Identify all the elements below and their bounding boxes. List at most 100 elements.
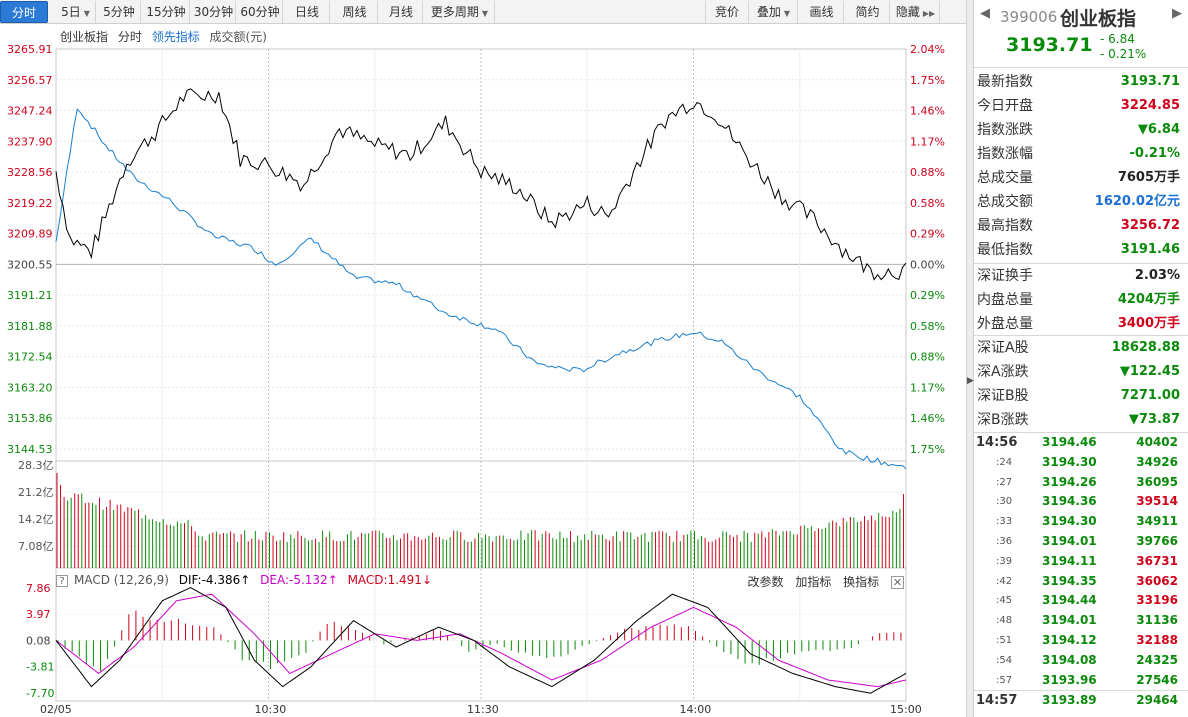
- stat-value: 3191.46: [1120, 242, 1180, 257]
- stat-value: 7271.00: [1120, 388, 1180, 403]
- macd-title: MACD (12,26,9): [74, 573, 169, 587]
- add-indicator-button[interactable]: 加指标: [795, 575, 832, 589]
- price-tick-label: 3247.24: [7, 105, 53, 118]
- tick-price: 3193.96: [1042, 672, 1097, 687]
- toolbar-right-label: 叠加: [756, 5, 781, 19]
- switch-indicator-button[interactable]: 换指标: [843, 575, 880, 589]
- tick-row: :24 3194.30 34926: [974, 453, 1188, 473]
- macd-tick-label: -3.81: [26, 661, 54, 674]
- tick-time: :30: [996, 496, 1013, 508]
- chart-legend: 创业板指 分时 领先指标 成交额(元): [60, 28, 273, 44]
- period-tab-6[interactable]: 日线: [285, 1, 330, 23]
- prev-arrow-icon[interactable]: ◀: [980, 6, 990, 21]
- tick-time: 14:56: [976, 435, 1018, 450]
- index-name: 创业板指: [1060, 8, 1137, 30]
- pct-tick-label: 0.29%: [910, 228, 945, 241]
- tick-row: :48 3194.01 31136: [974, 611, 1188, 631]
- collapse-arrow-icon[interactable]: ▶: [967, 376, 974, 386]
- period-tab-1[interactable]: 5日 ▼: [56, 1, 96, 23]
- toolbar-right-3[interactable]: 简约: [846, 1, 890, 23]
- tick-price: 3194.12: [1042, 632, 1097, 647]
- dropdown-caret-icon: ▼: [783, 9, 791, 18]
- period-tab-0[interactable]: 分时: [0, 1, 48, 23]
- stat-value: 18628.88: [1111, 340, 1180, 355]
- tick-price: 3193.89: [1042, 693, 1097, 708]
- price-tick-label: 3228.56: [7, 166, 53, 179]
- stat-label: 最新指数: [977, 74, 1033, 90]
- period-tab-label: 周线: [342, 5, 367, 19]
- toolbar-right-0[interactable]: 竞价: [705, 1, 749, 23]
- chart-area[interactable]: 3265.91 2.04% 3256.57 1.75% 3247.24 1.46% 3237…: [0, 25, 966, 717]
- toolbar-right-4[interactable]: 隐藏 ▶▶: [892, 1, 940, 23]
- index-code: 399006: [1000, 8, 1058, 26]
- tick-list[interactable]: 14:56 3194.46 40402 :24 3194.30 34926 :27 3194.…: [974, 432, 1188, 710]
- period-tab-label: 月线: [388, 5, 413, 19]
- pct-tick-label: 2.04%: [910, 43, 945, 56]
- time-tick-label: 15:00: [890, 703, 922, 716]
- next-arrow-icon[interactable]: ▶: [1172, 6, 1182, 21]
- period-tab-7[interactable]: 周线: [332, 1, 378, 23]
- tick-price: 3194.30: [1042, 454, 1097, 469]
- tick-row: :51 3194.12 32188: [974, 631, 1188, 651]
- tick-row: :36 3194.01 39766: [974, 532, 1188, 552]
- tick-price: 3194.44: [1042, 593, 1097, 608]
- tick-price: 3194.01: [1042, 613, 1097, 628]
- tick-row: :45 3194.44 33196: [974, 591, 1188, 611]
- stat-label: 深证换手: [977, 268, 1033, 284]
- legend-lead-indicator[interactable]: 领先指标: [151, 30, 200, 44]
- tick-time: :39: [996, 555, 1013, 567]
- pct-tick-label: 1.75%: [910, 74, 945, 87]
- stat-value: 1620.02亿元: [1094, 194, 1180, 209]
- stat-label: 最低指数: [977, 242, 1033, 258]
- toolbar-right-1[interactable]: 叠加 ▼: [750, 1, 798, 23]
- toolbar-right-label: 画线: [809, 5, 834, 19]
- period-tab-3[interactable]: 15分钟: [143, 1, 190, 23]
- pct-tick-label: 0.58%: [910, 197, 945, 210]
- stat-label: 指数涨幅: [977, 146, 1033, 162]
- price-line: [55, 88, 907, 281]
- time-tick-label: 10:30: [255, 703, 287, 716]
- tick-row: :33 3194.30 34911: [974, 512, 1188, 532]
- period-tab-9[interactable]: 更多周期 ▼: [425, 1, 495, 23]
- toolbar-right-label: 隐藏: [895, 5, 920, 19]
- period-tab-5[interactable]: 60分钟: [238, 1, 283, 23]
- volume-tick-label: 14.2亿: [18, 513, 54, 526]
- tick-time: :51: [996, 634, 1013, 646]
- stat-value: -0.21%: [1129, 146, 1181, 161]
- tick-row: :30 3194.36 39514: [974, 492, 1188, 512]
- price-tick-label: 3144.53: [7, 443, 53, 456]
- pct-tick-label: 1.46%: [910, 105, 945, 118]
- legend-index-name: 创业板指: [60, 30, 109, 44]
- help-icon[interactable]: ?: [56, 575, 68, 587]
- price-tick-label: 3191.21: [7, 289, 53, 302]
- stat-row: 内盘总量 4204万手: [974, 288, 1188, 312]
- period-tab-2[interactable]: 5分钟: [98, 1, 141, 23]
- tick-time: :27: [996, 476, 1013, 488]
- pct-tick-label: 1.17%: [910, 135, 945, 148]
- stat-row: 最新指数 3193.71: [974, 70, 1188, 94]
- macd-tick-label: 0.08: [26, 634, 51, 647]
- tick-volume: 34926: [1136, 454, 1178, 469]
- price-change: - 6.84 - 0.21%: [1100, 32, 1146, 62]
- period-tab-4[interactable]: 30分钟: [192, 1, 236, 23]
- pct-tick-label: 1.17%: [910, 381, 945, 394]
- pct-tick-label: 0.88%: [910, 166, 945, 179]
- close-icon[interactable]: ✕: [891, 576, 904, 589]
- tick-row: :54 3194.08 24325: [974, 651, 1188, 671]
- change-params-button[interactable]: 改参数: [747, 575, 784, 589]
- stat-row: 深证A股 18628.88: [974, 336, 1188, 360]
- lead-indicator-line: [55, 108, 907, 470]
- toolbar-right-2[interactable]: 画线: [800, 1, 844, 23]
- tick-volume: 39514: [1136, 494, 1178, 509]
- period-tab-label: 5分钟: [103, 5, 135, 19]
- stat-row: 最低指数 3191.46: [974, 238, 1188, 262]
- period-tab-label: 日线: [294, 5, 319, 19]
- tick-time: :57: [996, 674, 1013, 686]
- tick-row: 14:56 3194.46 40402: [974, 433, 1188, 453]
- stat-value: 3193.71: [1120, 74, 1180, 89]
- tick-time: :24: [996, 456, 1013, 468]
- dif-line: [55, 587, 907, 694]
- panel-splitter[interactable]: ▶: [966, 0, 974, 717]
- quote-panel: ◀ 399006 创业板指 ▶ 3193.71 - 6.84 - 0.21% 最…: [974, 0, 1188, 717]
- period-tab-8[interactable]: 月线: [380, 1, 423, 23]
